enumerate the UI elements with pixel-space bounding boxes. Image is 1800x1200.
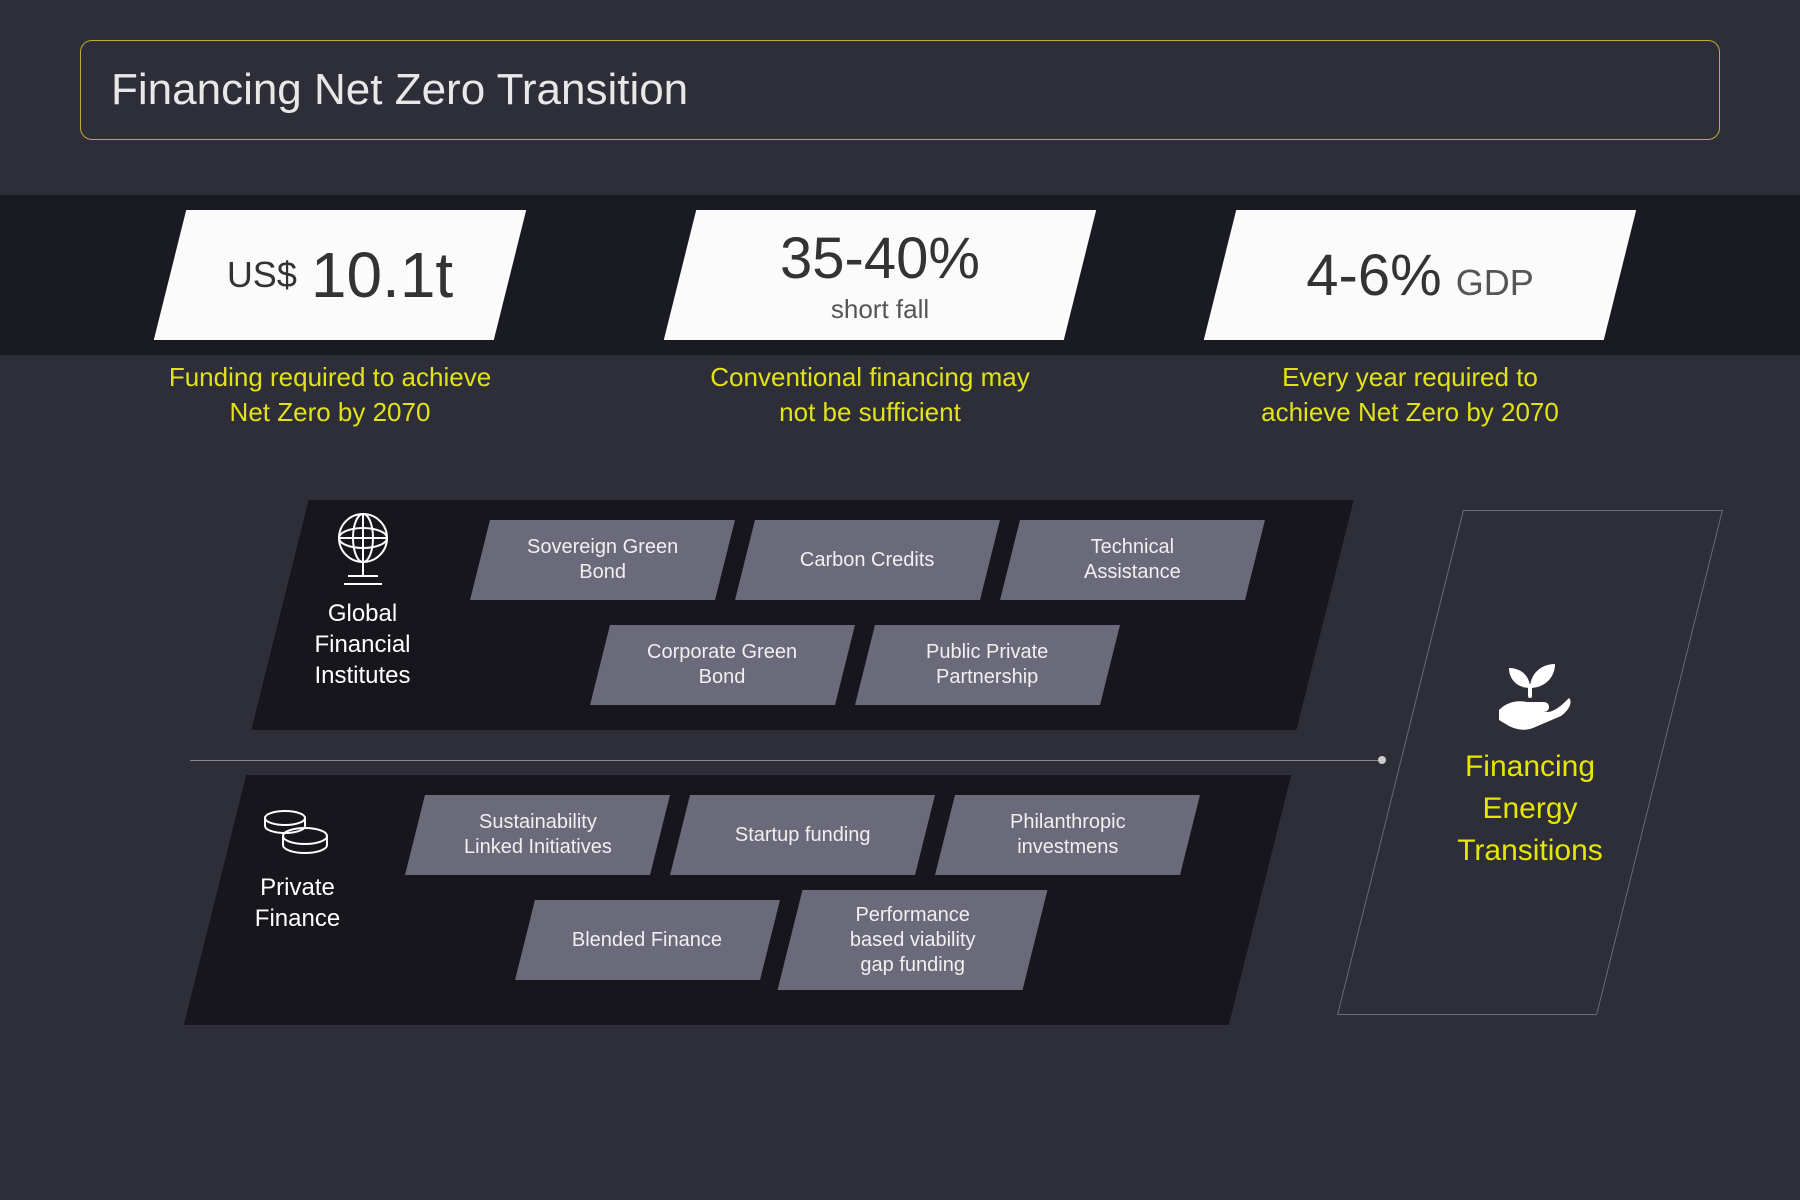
finance-chip-label: TechnicalAssistance <box>1076 535 1189 585</box>
stat-value: 35-40% <box>780 225 980 292</box>
finance-chip: Startup funding <box>670 795 935 875</box>
finance-chip-label: Startup funding <box>727 823 879 848</box>
finance-panel-global: GlobalFinancialInstitutes Sovereign Green… <box>251 500 1353 730</box>
stat-prefix: US$ <box>227 254 297 296</box>
finance-chip: Blended Finance <box>515 900 780 980</box>
connector-dot <box>1378 756 1386 764</box>
globe-icon <box>270 510 455 588</box>
finance-chip: Philanthropicinvestmens <box>935 795 1200 875</box>
coins-icon <box>205 800 390 862</box>
finance-chip-label: Corporate GreenBond <box>639 640 805 690</box>
stat-value: 10.1t <box>311 238 453 312</box>
stat-suffix: GDP <box>1456 262 1534 304</box>
panel-header: PrivateFinance <box>205 800 390 934</box>
panel-label: PrivateFinance <box>205 872 390 934</box>
finance-panel-private: PrivateFinance SustainabilityLinked Initi… <box>184 775 1291 1025</box>
finance-chip: Carbon Credits <box>735 520 1000 600</box>
finance-chip-label: Carbon Credits <box>792 548 943 573</box>
finance-chip-label: Blended Finance <box>564 928 730 953</box>
stat-sub: short fall <box>831 294 929 325</box>
finance-chip: TechnicalAssistance <box>1000 520 1265 600</box>
finance-chip-label: Public PrivatePartnership <box>918 640 1056 690</box>
page-title-box: Financing Net Zero Transition <box>80 40 1720 140</box>
finance-chip: Sovereign GreenBond <box>470 520 735 600</box>
plant-hand-icon <box>1485 654 1575 734</box>
finance-chip-label: Sovereign GreenBond <box>519 535 686 585</box>
stat-card: US$ 10.1t <box>154 210 526 340</box>
finance-chip: SustainabilityLinked Initiatives <box>405 795 670 875</box>
page-title: Financing Net Zero Transition <box>111 65 688 115</box>
finance-chip: Corporate GreenBond <box>590 625 855 705</box>
panel-header: GlobalFinancialInstitutes <box>270 510 455 692</box>
output-label: FinancingEnergyTransitions <box>1457 746 1603 872</box>
stat-caption: Conventional financing maynot be suffici… <box>640 360 1100 430</box>
output-box: FinancingEnergyTransitions <box>1337 510 1723 1015</box>
stat-caption: Funding required to achieveNet Zero by 2… <box>120 360 540 430</box>
finance-chip-label: SustainabilityLinked Initiatives <box>456 810 620 860</box>
stat-value: 4-6% <box>1306 242 1441 309</box>
finance-chip-label: Performancebased viabilitygap funding <box>842 903 984 978</box>
panel-label: GlobalFinancialInstitutes <box>270 598 455 692</box>
finance-chip: Public PrivatePartnership <box>855 625 1120 705</box>
connector-line <box>190 760 1380 761</box>
finance-chip-label: Philanthropicinvestmens <box>1002 810 1134 860</box>
finance-chip: Performancebased viabilitygap funding <box>778 890 1048 990</box>
stat-card: 4-6% GDP <box>1204 210 1636 340</box>
stat-card: 35-40%short fall <box>664 210 1096 340</box>
stat-caption: Every year required toachieve Net Zero b… <box>1190 360 1630 430</box>
